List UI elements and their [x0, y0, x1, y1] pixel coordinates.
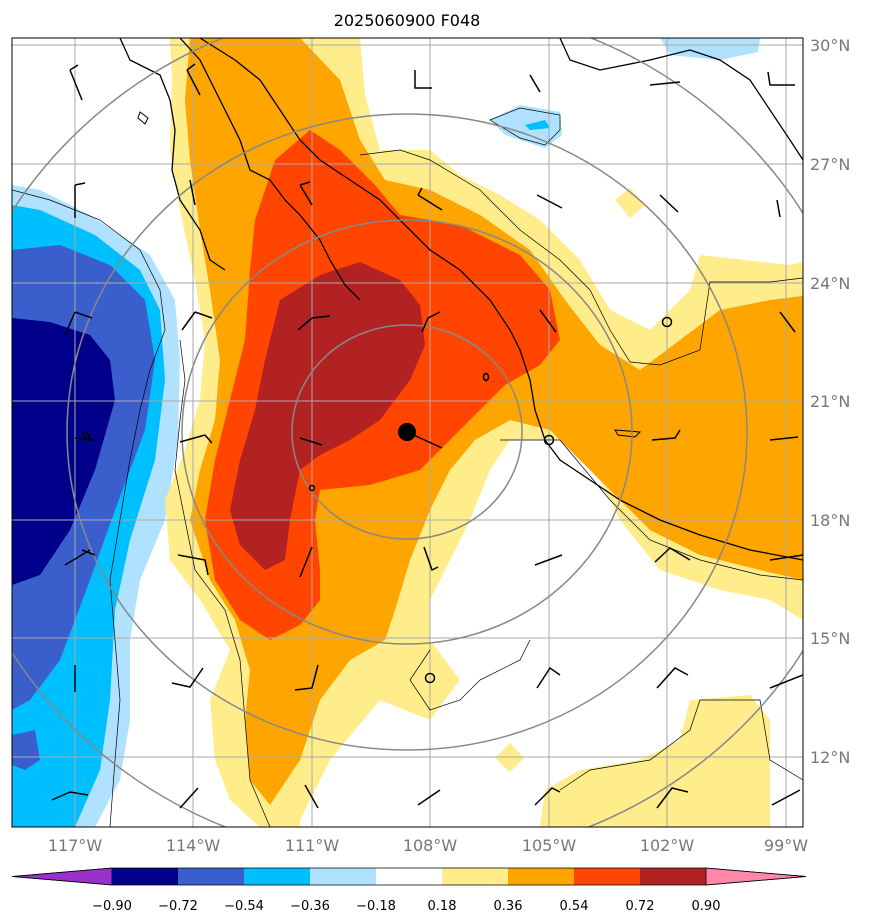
lon-label: 114°W: [166, 836, 221, 855]
colorbar-bin: [244, 868, 310, 885]
colorbar-label: 0.90: [692, 899, 721, 914]
wind-barbs: [51, 63, 803, 809]
graticule: [12, 38, 803, 827]
colorbar-bin: [376, 868, 442, 885]
country-borders: [12, 107, 803, 827]
colorbar-bin: [310, 868, 376, 885]
lat-label: 30°N: [810, 36, 850, 55]
colorbar-swatches: [11, 867, 807, 886]
lat-label: 18°N: [810, 511, 850, 530]
colorbar-extend-low: [11, 867, 113, 886]
colorbar-bin: [442, 868, 508, 885]
colorbar-label: 0.72: [626, 899, 655, 914]
colorbar-label: −0.18: [356, 899, 396, 914]
calm-markers: [308, 316, 673, 684]
map-title: 2025060900 F048: [334, 11, 481, 30]
lon-label: 108°W: [403, 836, 458, 855]
lat-label: 24°N: [810, 274, 850, 293]
colorbar-label: 0.36: [494, 899, 523, 914]
lat-label: 21°N: [810, 392, 850, 411]
colorbar-bin: [508, 868, 574, 885]
colorbar-extend-high: [705, 867, 807, 886]
range-rings: [12, 38, 803, 827]
colorbar-label: −0.72: [158, 899, 198, 914]
colorbar-bin: [574, 868, 640, 885]
lat-label: 12°N: [810, 748, 850, 767]
colorbar-bin: [178, 868, 244, 885]
lat-label: 15°N: [810, 629, 850, 648]
lon-label: 117°W: [48, 836, 103, 855]
lon-label: 105°W: [522, 836, 577, 855]
colorbar-label: −0.54: [224, 899, 264, 914]
coastlines: [119, 38, 803, 561]
colorbar-label: −0.90: [92, 899, 132, 914]
lon-label: 111°W: [285, 836, 340, 855]
map-frame: [11, 37, 804, 828]
lat-label: 27°N: [810, 155, 850, 174]
storm-center-marker: [398, 423, 416, 441]
lon-label: 99°W: [764, 836, 808, 855]
map-panel: [12, 38, 803, 827]
colorbar-bin: [640, 868, 706, 885]
lon-label: 102°W: [640, 836, 695, 855]
colorbar-bin: [112, 868, 178, 885]
colorbar: −0.90 −0.72 −0.54 −0.36 −0.18 0.18 0.36 …: [11, 867, 807, 914]
negative-shading: [12, 38, 760, 827]
colorbar-label: 0.54: [560, 899, 589, 914]
longitude-labels: 117°W 114°W 111°W 108°W 105°W 102°W 99°W: [48, 836, 808, 855]
colorbar-label: −0.36: [290, 899, 330, 914]
colorbar-labels: −0.90 −0.72 −0.54 −0.36 −0.18 0.18 0.36 …: [92, 899, 720, 914]
colorbar-label: 0.18: [428, 899, 457, 914]
latitude-labels: 30°N 27°N 24°N 21°N 18°N 15°N 12°N: [810, 36, 850, 767]
colorbar-outline: [11, 867, 807, 886]
